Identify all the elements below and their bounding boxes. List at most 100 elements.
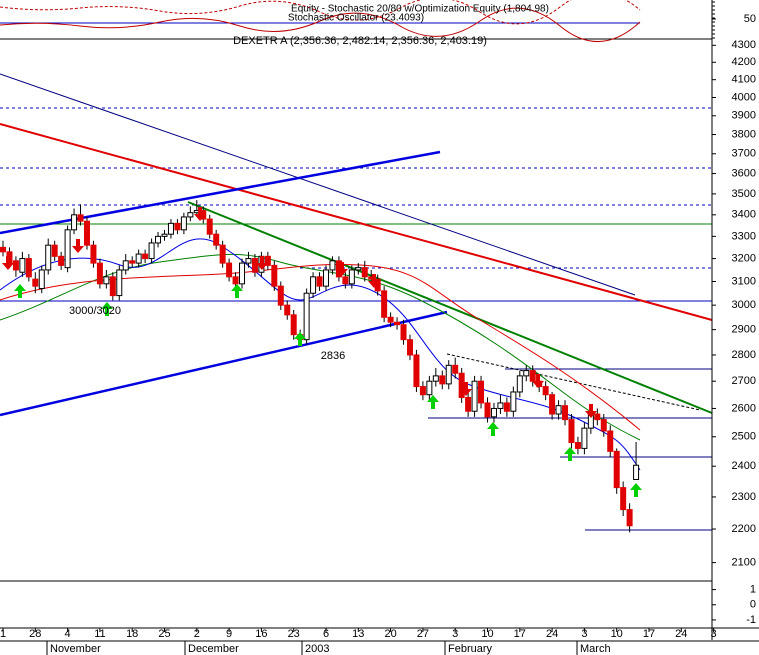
candle-body bbox=[103, 276, 110, 285]
x-tick-label: 25 bbox=[158, 628, 170, 640]
candle-body bbox=[542, 386, 549, 396]
annotation: 2836 bbox=[321, 350, 345, 362]
x-tick-label: 17 bbox=[514, 628, 526, 640]
y-tick-label: -1 bbox=[746, 614, 756, 626]
y-tick-label: 3800 bbox=[732, 128, 756, 140]
buy-signal bbox=[564, 447, 576, 461]
candle-body bbox=[174, 222, 181, 231]
candle-body bbox=[574, 442, 581, 449]
candle-body bbox=[387, 316, 394, 323]
x-tick-label: 28 bbox=[29, 628, 41, 640]
candle-body bbox=[329, 260, 336, 271]
candle-body bbox=[51, 244, 58, 257]
y-tick-label: 4100 bbox=[732, 74, 756, 86]
y-tick-label: 2900 bbox=[732, 324, 756, 336]
candle-body bbox=[355, 267, 362, 271]
candle-body bbox=[503, 402, 510, 412]
x-tick-label: 20 bbox=[384, 628, 396, 640]
candle-body bbox=[38, 269, 45, 290]
candle-body bbox=[323, 269, 329, 287]
candle-body bbox=[516, 375, 523, 393]
candle-body bbox=[361, 267, 368, 278]
candle-body bbox=[568, 419, 575, 444]
buy-signal bbox=[101, 302, 113, 316]
sell-signal bbox=[72, 239, 84, 253]
candle-body bbox=[148, 242, 155, 260]
buy-signal bbox=[14, 284, 26, 298]
candle-body bbox=[122, 260, 129, 271]
x-tick-label: 17 bbox=[643, 628, 655, 640]
candle-body bbox=[25, 258, 32, 278]
candle-body bbox=[426, 380, 433, 396]
sell-signal bbox=[585, 404, 597, 418]
trend-line bbox=[187, 201, 713, 414]
trend-line bbox=[0, 73, 636, 296]
x-group-label: December bbox=[188, 643, 239, 655]
candle-body bbox=[381, 290, 388, 318]
y-tick-label: 2800 bbox=[732, 349, 756, 361]
sell-signal bbox=[460, 382, 472, 396]
sell-signal bbox=[532, 374, 544, 388]
x-tick-label: 13 bbox=[352, 628, 364, 640]
y-tick-label: 2100 bbox=[732, 557, 756, 569]
candle-body bbox=[626, 509, 633, 527]
candle-body bbox=[0, 246, 6, 253]
sell-signal bbox=[336, 262, 348, 276]
x-tick-label: 3 bbox=[581, 628, 587, 640]
candle-body bbox=[83, 220, 90, 246]
x-tick-label: 6 bbox=[323, 628, 329, 640]
candle-body bbox=[71, 214, 78, 231]
candle-body bbox=[523, 370, 530, 377]
chart-subtitle: Stochastic Oscillator (23.4093) bbox=[288, 13, 424, 24]
candle-body bbox=[180, 216, 187, 231]
x-tick-label: 11 bbox=[94, 628, 105, 640]
candle-body bbox=[226, 262, 233, 278]
y-tick-label: 3400 bbox=[732, 209, 756, 221]
trend-line bbox=[0, 123, 713, 321]
y-tick-label: 2700 bbox=[732, 375, 756, 387]
candle-body bbox=[290, 314, 297, 336]
y-tick-label: 4000 bbox=[732, 91, 756, 103]
candle-body bbox=[58, 255, 65, 266]
candle-body bbox=[549, 394, 556, 415]
price-title: DEXETR A (2,356.36, 2,482.14, 2,356.36, … bbox=[233, 35, 487, 47]
drawings bbox=[0, 73, 713, 531]
sell-signal bbox=[194, 207, 206, 221]
x-tick-label: 23 bbox=[288, 628, 300, 640]
candle-body bbox=[620, 487, 627, 511]
candle-body bbox=[239, 262, 246, 285]
x-tick-label: 3 bbox=[711, 628, 717, 640]
candle-body bbox=[342, 276, 349, 285]
annotation: 3000/3020 bbox=[69, 305, 121, 317]
candle-body bbox=[245, 258, 252, 264]
candle-body bbox=[45, 244, 52, 271]
x-tick-label: 16 bbox=[255, 628, 267, 640]
buy-signal bbox=[487, 422, 499, 436]
candle-body bbox=[594, 413, 601, 421]
candle-body bbox=[277, 285, 284, 306]
buy-signal bbox=[427, 395, 439, 409]
candle-body bbox=[64, 229, 71, 269]
candle-body bbox=[600, 419, 607, 432]
candle-body bbox=[109, 276, 116, 297]
y-tick-label: 2200 bbox=[732, 523, 756, 535]
x-tick-label: 2 bbox=[194, 628, 200, 640]
y-tick-label: 1 bbox=[750, 583, 756, 595]
candle-body bbox=[490, 407, 497, 418]
candle-body bbox=[419, 386, 426, 396]
sell-signal bbox=[256, 256, 268, 270]
y-tick-label: 2500 bbox=[732, 431, 756, 443]
x-tick-label: 4 bbox=[65, 628, 71, 640]
chart-title: Equity - Stochastic 20/80 w/Optimization… bbox=[291, 4, 549, 15]
y-tick-label: 3200 bbox=[732, 252, 756, 264]
y-tick-label: 3300 bbox=[732, 230, 756, 242]
candle-body bbox=[135, 253, 142, 264]
y-tick-label: 2600 bbox=[732, 402, 756, 414]
x-group-label: February bbox=[448, 643, 493, 655]
candle-body bbox=[155, 235, 162, 244]
x-tick-label: 18 bbox=[126, 628, 138, 640]
stochastic-line bbox=[0, 7, 641, 42]
buy-signal bbox=[231, 284, 243, 298]
x-group-label: 2003 bbox=[305, 643, 329, 655]
candle-body bbox=[458, 372, 465, 398]
